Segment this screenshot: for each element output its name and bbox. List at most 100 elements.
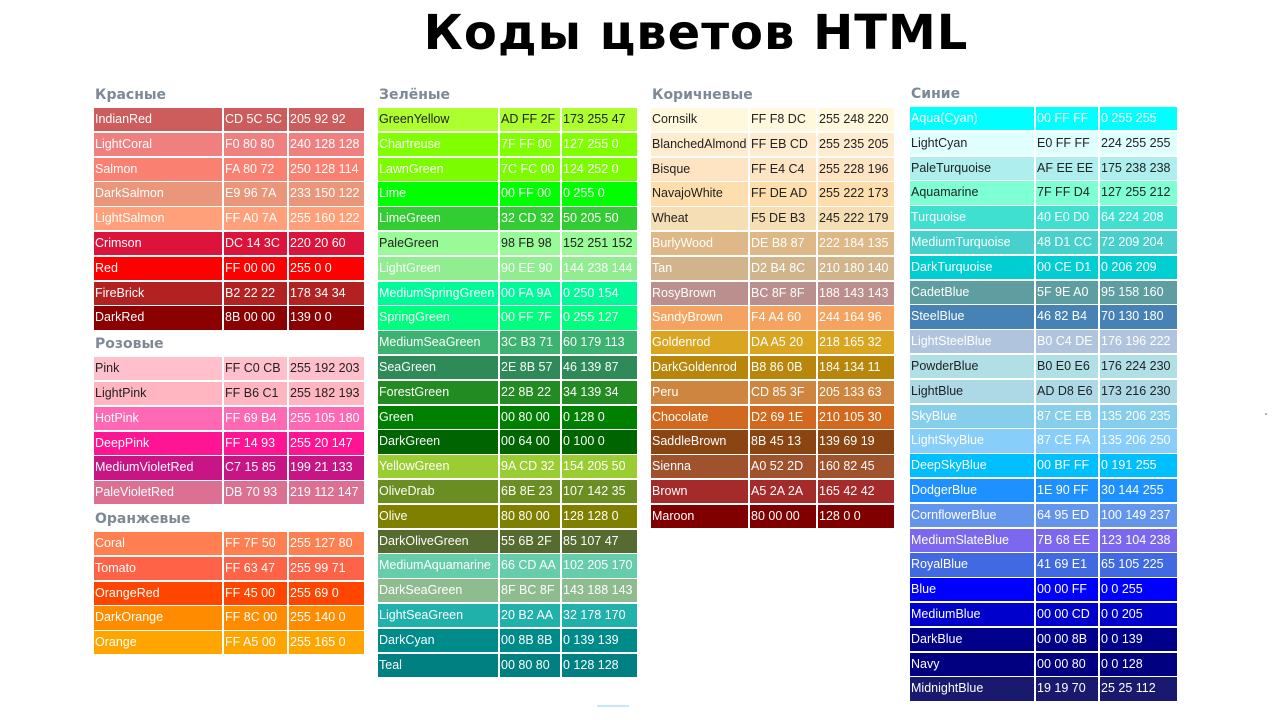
hex-code-cell: B8 86 0B	[750, 355, 816, 380]
rgb-code-cell: 139 0 0	[289, 306, 364, 330]
color-name-cell: DodgerBlue	[910, 478, 1034, 503]
hex-code-cell: 00 BF FF	[1036, 454, 1098, 478]
color-row: SteelBlue 46 82 B4 70 130 180	[910, 305, 1177, 330]
color-name-cell: OrangeRed	[94, 581, 222, 605]
color-row: SkyBlue 87 CE EB 135 206 235	[910, 404, 1177, 430]
rgb-code-cell: 65 105 225	[1100, 553, 1177, 577]
color-row: Navy 00 00 80 0 0 128	[910, 652, 1177, 678]
color-name-cell: Tan	[651, 256, 748, 280]
hex-code-cell: 87 CE EB	[1036, 404, 1098, 428]
color-name-cell: Aquamarine	[910, 181, 1034, 205]
rgb-code-cell: 160 82 45	[818, 455, 894, 479]
rgb-code-cell: 173 216 230	[1100, 379, 1177, 403]
color-row: PaleTurquoise AF EE EE 175 238 238	[910, 156, 1177, 182]
color-row: DarkOrange FF 8C 00 255 140 0	[94, 606, 364, 631]
rgb-code-cell: 210 180 140	[818, 256, 894, 280]
color-row: SaddleBrown 8B 45 13 139 69 19	[651, 430, 894, 455]
color-name-cell: Cornsilk	[651, 108, 748, 132]
hex-code-cell: 00 FF FF	[1036, 107, 1098, 131]
hex-code-cell: 90 EE 90	[500, 256, 560, 280]
color-name-cell: Brown	[651, 479, 748, 504]
rgb-code-cell: 255 99 71	[289, 556, 364, 580]
color-name-cell: Chocolate	[651, 405, 748, 429]
rgb-code-cell: 95 158 160	[1100, 280, 1177, 304]
rgb-code-cell: 0 206 209	[1100, 255, 1177, 279]
color-row: IndianRed CD 5C 5C 205 92 92	[94, 108, 364, 133]
color-name-cell: BlanchedAlmond	[651, 132, 748, 156]
color-name-cell: MediumTurquoise	[910, 230, 1034, 255]
hex-code-cell: FF A5 00	[224, 631, 287, 655]
hex-code-cell: 20 B2 AA	[500, 603, 560, 628]
hex-code-cell: C7 15 85	[224, 456, 287, 480]
hex-code-cell: 00 FA 9A	[500, 281, 560, 305]
hex-code-cell: 7F FF 00	[500, 132, 560, 156]
group-title: Синие	[911, 86, 961, 102]
hex-code-cell: FF F8 DC	[750, 108, 816, 132]
color-name-cell: Coral	[94, 531, 222, 556]
color-name-cell: DarkOrange	[94, 606, 222, 630]
color-row: CadetBlue 5F 9E A0 95 158 160	[910, 280, 1177, 306]
color-row: LightGreen 90 EE 90 144 238 144	[378, 256, 637, 282]
color-row: GreenYellow AD FF 2F 173 255 47	[378, 108, 637, 133]
color-row: LightSeaGreen 20 B2 AA 32 178 170	[378, 603, 637, 629]
color-name-cell: SeaGreen	[378, 355, 498, 380]
color-name-cell: Tomato	[94, 556, 222, 580]
group-title: Зелёные	[379, 87, 451, 103]
rgb-code-cell: 165 42 42	[818, 479, 894, 504]
rgb-code-cell: 255 192 203	[289, 357, 364, 381]
hex-code-cell: 87 CE FA	[1036, 429, 1098, 453]
color-name-cell: Maroon	[651, 504, 748, 528]
color-row: DarkCyan 00 8B 8B 0 139 139	[378, 628, 637, 654]
column-browns: Коричневые Cornsilk FF F8 DC 255 248 220 Bla…	[651, 82, 894, 530]
color-row: BurlyWood DE B8 87 222 184 135	[651, 231, 894, 257]
color-row: Sienna A0 52 2D 160 82 45	[651, 455, 894, 480]
color-name-cell: LightGreen	[378, 256, 498, 280]
color-row: MidnightBlue 19 19 70 25 25 112	[910, 677, 1177, 702]
color-name-cell: LightBlue	[910, 379, 1034, 403]
color-row: Aqua(Cyan) 00 FF FF 0 255 255	[910, 107, 1177, 132]
page-title: Коды цветов HTML	[423, 5, 969, 61]
rgb-code-cell: 250 128 114	[289, 157, 364, 181]
color-row: DeepPink FF 14 93 255 20 147	[94, 431, 364, 457]
color-name-cell: DarkGoldenrod	[651, 355, 748, 380]
hex-code-cell: 66 CD AA	[500, 554, 560, 578]
color-row: MediumTurquoise 48 D1 CC 72 209 204	[910, 230, 1177, 256]
rgb-code-cell: 0 250 154	[562, 281, 637, 305]
hex-code-cell: 46 82 B4	[1036, 305, 1098, 329]
hex-code-cell: FF 7F 50	[224, 531, 287, 556]
hex-code-cell: 00 64 00	[500, 430, 560, 454]
color-name-cell: DeepSkyBlue	[910, 454, 1034, 478]
rgb-code-cell: 128 128 0	[562, 504, 637, 528]
hex-code-cell: AF EE EE	[1036, 156, 1098, 180]
color-name-cell: DarkSeaGreen	[378, 579, 498, 603]
color-row: Lime 00 FF 00 0 255 0	[378, 182, 637, 207]
rgb-code-cell: 255 160 122	[289, 207, 364, 231]
color-name-cell: LightSkyBlue	[910, 429, 1034, 453]
hex-code-cell: B2 22 22	[224, 281, 287, 305]
hex-code-cell: FF 8C 00	[224, 606, 287, 630]
rgb-code-cell: 154 205 50	[562, 455, 637, 479]
hex-code-cell: 1E 90 FF	[1036, 478, 1098, 503]
hex-code-cell: 40 E0 D0	[1036, 206, 1098, 230]
rgb-code-cell: 135 206 235	[1100, 404, 1177, 428]
hex-code-cell: AD D8 E6	[1036, 379, 1098, 403]
hex-code-cell: 80 80 00	[500, 504, 560, 528]
rgb-code-cell: 255 0 0	[289, 256, 364, 280]
color-name-cell: RoyalBlue	[910, 553, 1034, 577]
rgb-code-cell: 30 144 255	[1100, 478, 1177, 503]
rgb-code-cell: 233 150 122	[289, 182, 364, 206]
color-name-cell: MediumSpringGreen	[378, 281, 498, 305]
hex-code-cell: DC 14 3C	[224, 231, 287, 256]
color-row: PaleVioletRed DB 70 93 219 112 147	[94, 481, 364, 506]
hex-code-cell: 32 CD 32	[500, 207, 560, 231]
rgb-code-cell: 25 25 112	[1100, 677, 1177, 701]
rgb-code-cell: 127 255 212	[1100, 181, 1177, 205]
color-name-cell: LightSteelBlue	[910, 330, 1034, 354]
hex-code-cell: 9A CD 32	[500, 455, 560, 479]
rgb-code-cell: 127 255 0	[562, 132, 637, 156]
rgb-code-cell: 46 139 87	[562, 355, 637, 380]
rgb-code-cell: 34 139 34	[562, 380, 637, 404]
color-row: SpringGreen 00 FF 7F 0 255 127	[378, 306, 637, 331]
hex-code-cell: 5F 9E A0	[1036, 280, 1098, 304]
hex-code-cell: FF EB CD	[750, 132, 816, 156]
